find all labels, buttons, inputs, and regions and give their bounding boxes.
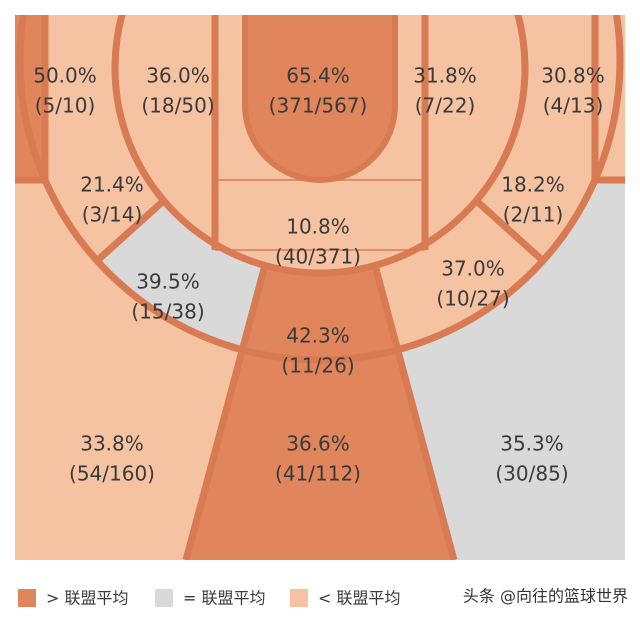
zone-ratio: (30/85) xyxy=(495,462,568,486)
court-line xyxy=(394,348,458,560)
legend-label: < 联盟平均 xyxy=(318,589,401,608)
zone-long-two xyxy=(242,258,398,360)
zone-pct: 65.4% xyxy=(286,64,350,88)
zone-restricted xyxy=(245,15,395,180)
zone-ratio: (41/112) xyxy=(275,462,361,486)
zone-ratio: (4/13) xyxy=(543,94,604,118)
zone-pct: 35.3% xyxy=(500,432,564,456)
zone-ratio: (371/567) xyxy=(269,94,368,118)
court-line xyxy=(182,348,246,560)
zone-ratio: (3/14) xyxy=(82,203,143,227)
court-line xyxy=(370,261,402,351)
legend-swatch xyxy=(290,589,308,607)
zone-pct: 36.6% xyxy=(286,432,350,456)
zone-long-two xyxy=(373,197,543,350)
legend-swatch xyxy=(18,589,36,607)
zone-pct: 36.0% xyxy=(146,64,210,88)
court-line xyxy=(238,261,270,351)
zone-pct: 37.0% xyxy=(441,257,505,281)
zone-ratio: (18/50) xyxy=(141,94,214,118)
zone-ratio: (5/10) xyxy=(35,94,96,118)
zone-pct: 31.8% xyxy=(413,64,477,88)
zone-labels: 50.0% (5/10) 36.0% (18/50) 65.4% (371/567) 31.… xyxy=(33,64,605,486)
zone-pct: 42.3% xyxy=(286,324,350,348)
legend-swatch xyxy=(155,589,173,607)
legend-label: > 联盟平均 xyxy=(46,589,129,608)
zone-ratio: (11/26) xyxy=(281,354,354,378)
zone-ratio: (54/160) xyxy=(69,462,155,486)
zone-ratio: (15/38) xyxy=(131,300,204,324)
zone-pct: 18.2% xyxy=(501,173,565,197)
zone-pct: 30.8% xyxy=(541,64,605,88)
zone-ratio: (10/27) xyxy=(436,287,509,311)
zone-pct: 10.8% xyxy=(286,215,350,239)
zone-pct: 21.4% xyxy=(80,173,144,197)
legend-label: = 联盟平均 xyxy=(183,589,266,608)
zone-pct: 33.8% xyxy=(80,432,144,456)
court-line xyxy=(111,15,529,277)
zone-ratio: (40/371) xyxy=(275,245,361,269)
watermark: 头条 @向往的篮球世界 xyxy=(463,587,628,606)
zone-pct: 50.0% xyxy=(33,64,97,88)
zone-pct: 39.5% xyxy=(136,270,200,294)
zone-ratio: (2/11) xyxy=(503,203,564,227)
zone-ratio: (7/22) xyxy=(415,94,476,118)
zone-long-two xyxy=(97,197,267,350)
court-line xyxy=(473,197,546,264)
court-line xyxy=(16,15,624,364)
court-line xyxy=(94,197,167,264)
